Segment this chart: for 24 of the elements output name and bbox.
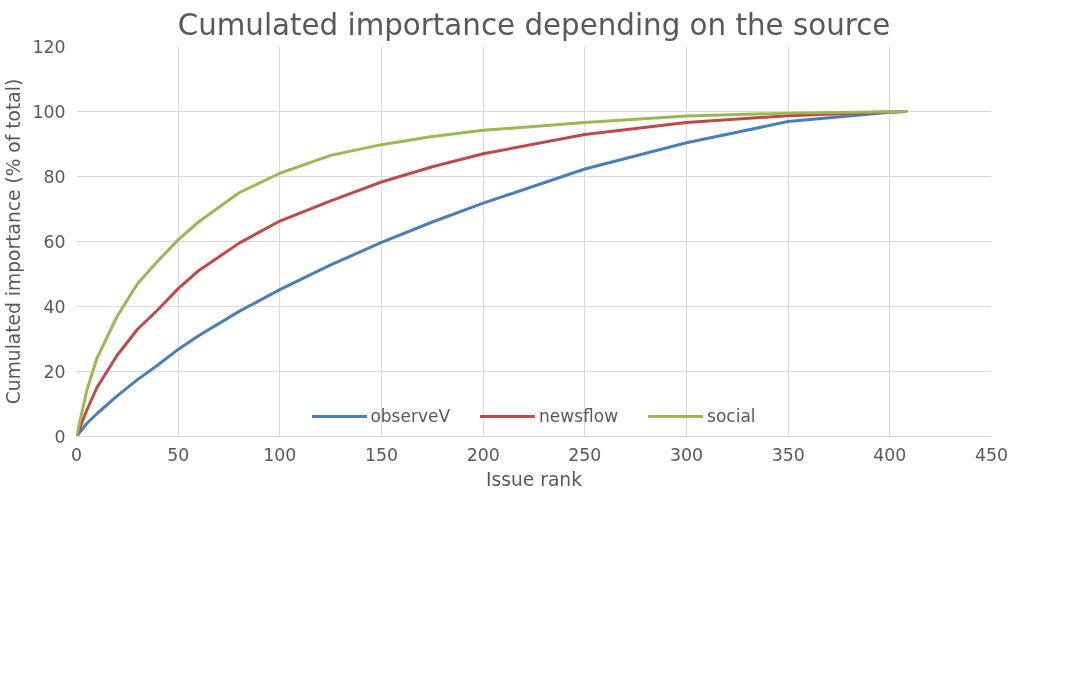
y-tick-label: 100 — [32, 102, 66, 122]
x-tick-label: 200 — [466, 444, 500, 465]
y-tick-label: 20 — [43, 362, 66, 382]
chart-title: Cumulated importance depending on the source — [177, 7, 891, 42]
y-tick-label: 0 — [54, 427, 66, 447]
x-tick-label: 100 — [263, 444, 297, 465]
x-tick-label: 300 — [669, 444, 704, 465]
line-series — [76, 110, 908, 437]
y-axis-title: Cumulated importance (% of total) — [3, 78, 25, 405]
x-tick-label: 350 — [771, 444, 805, 465]
x-tick-label: 250 — [568, 444, 602, 465]
y-tick-label: 60 — [43, 232, 66, 252]
x-tick-label: 150 — [364, 444, 399, 465]
legend-label: newsflow — [539, 406, 619, 426]
legend-label: social — [707, 406, 756, 426]
x-tick-label: 400 — [873, 444, 907, 465]
legend-label: observeV — [370, 406, 451, 426]
y-tick-label: 80 — [43, 167, 66, 187]
x-tick-label: 50 — [167, 444, 190, 465]
y-tick-label: 40 — [43, 297, 66, 317]
x-axis-title: Issue rank — [486, 468, 583, 490]
x-tick-label: 0 — [70, 444, 83, 465]
x-tick-label: 450 — [974, 444, 1009, 465]
y-tick-label: 120 — [32, 37, 66, 57]
